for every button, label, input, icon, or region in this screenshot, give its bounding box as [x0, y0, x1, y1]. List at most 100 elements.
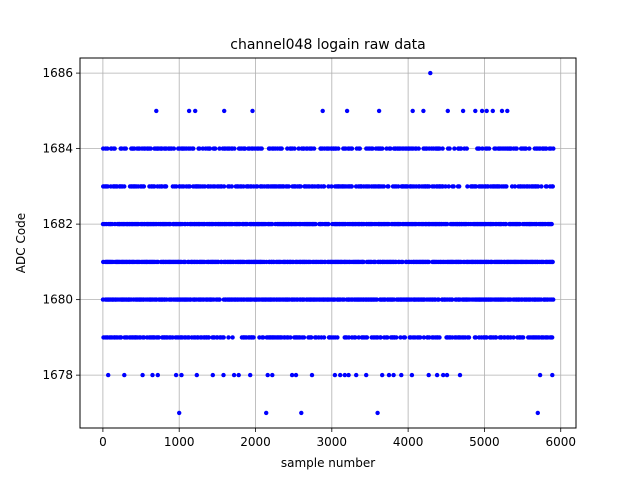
y-tick-label: 1684: [42, 142, 73, 156]
data-point: [342, 372, 347, 378]
data-point: [311, 146, 317, 151]
data-point: [197, 146, 202, 151]
data-point: [550, 372, 555, 378]
data-point: [466, 335, 472, 340]
data-point: [221, 372, 226, 378]
data-point: [105, 184, 110, 189]
data-point: [446, 184, 451, 189]
data-point: [118, 335, 124, 340]
data-point: [279, 146, 284, 151]
data-point: [112, 146, 117, 151]
data-point: [428, 70, 433, 76]
data-point: [391, 372, 396, 378]
data-points: [100, 70, 556, 416]
data-point: [123, 146, 128, 151]
data-point: [335, 335, 340, 340]
data-point: [473, 108, 478, 114]
data-point: [514, 146, 519, 151]
data-point: [270, 221, 275, 227]
data-point: [378, 335, 383, 340]
data-point: [480, 146, 485, 151]
data-point: [229, 184, 234, 189]
data-point: [445, 108, 450, 114]
data-point: [550, 335, 555, 340]
y-axis-label: ADC Code: [14, 213, 28, 273]
data-point: [386, 372, 392, 378]
data-point: [523, 146, 529, 151]
x-tick-label: 3000: [317, 435, 348, 449]
data-point: [550, 184, 555, 189]
data-point: [361, 259, 366, 265]
data-point: [255, 184, 260, 189]
data-point: [163, 184, 169, 189]
data-point: [464, 146, 469, 151]
data-point: [346, 372, 351, 378]
data-point: [457, 184, 462, 189]
data-point: [320, 108, 325, 114]
data-point: [486, 146, 492, 151]
data-point: [156, 335, 161, 340]
data-point: [292, 146, 297, 151]
data-point: [171, 146, 177, 151]
data-point: [338, 372, 343, 378]
data-point: [187, 184, 192, 189]
data-point: [344, 108, 350, 114]
data-point: [385, 335, 390, 340]
data-point: [551, 146, 556, 151]
data-point: [241, 184, 246, 189]
data-point: [551, 297, 556, 302]
y-tick-label: 1678: [42, 368, 73, 382]
data-point: [490, 108, 495, 114]
data-point: [504, 184, 509, 189]
data-point: [250, 108, 255, 114]
data-point: [452, 146, 457, 151]
data-point: [353, 335, 358, 340]
data-point: [544, 146, 549, 151]
data-point: [447, 146, 452, 151]
data-point: [457, 372, 463, 378]
data-point: [477, 146, 482, 151]
data-point: [326, 221, 331, 227]
data-point: [364, 335, 370, 340]
grid-lines: [80, 58, 576, 428]
data-point: [409, 372, 415, 378]
data-point: [173, 372, 179, 378]
data-point: [141, 335, 147, 340]
data-point: [248, 372, 253, 378]
data-point: [544, 184, 549, 189]
data-point: [232, 146, 237, 151]
data-point: [539, 184, 544, 189]
data-point: [186, 108, 192, 114]
data-point: [473, 335, 478, 340]
data-point: [206, 335, 212, 340]
data-point: [451, 184, 456, 189]
x-tick-label: 0: [99, 435, 107, 449]
data-point: [141, 184, 147, 189]
data-point: [148, 146, 153, 151]
data-point: [410, 108, 415, 114]
data-point: [441, 372, 446, 378]
data-point: [511, 335, 516, 340]
data-point: [242, 146, 248, 151]
data-point: [400, 259, 405, 265]
data-point: [270, 372, 275, 378]
data-point: [321, 184, 327, 189]
data-point: [398, 335, 403, 340]
data-point: [217, 146, 222, 151]
data-point: [251, 335, 256, 340]
data-point: [191, 146, 196, 151]
data-point: [460, 108, 466, 114]
data-point: [286, 184, 291, 189]
data-point: [364, 372, 369, 378]
data-point: [354, 372, 359, 378]
data-point: [336, 146, 341, 151]
data-point: [399, 372, 404, 378]
x-tick-label: 5000: [469, 435, 500, 449]
data-point: [535, 410, 540, 416]
data-point: [105, 146, 110, 151]
data-point: [152, 184, 157, 189]
data-point: [402, 335, 408, 340]
data-point: [479, 108, 485, 114]
data-point: [194, 372, 199, 378]
data-point: [386, 184, 391, 189]
